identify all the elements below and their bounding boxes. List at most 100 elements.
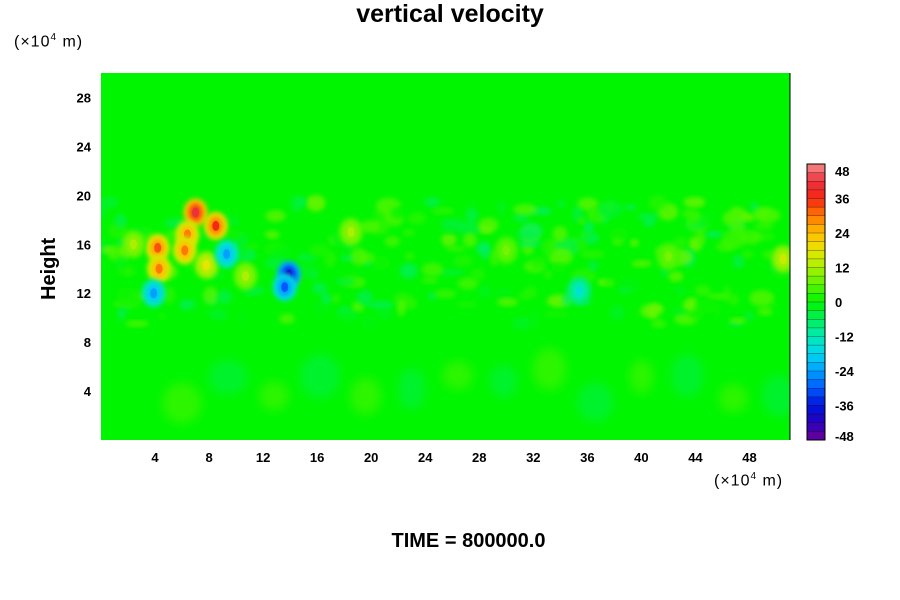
colorbar-frame: [806, 163, 826, 441]
texture-blob: [696, 230, 706, 245]
colorbar-tick-label: 0: [835, 295, 842, 310]
texture-blob: [552, 226, 568, 242]
x-unit-suffix: m): [757, 472, 784, 490]
feature-core: [212, 220, 220, 231]
texture-blob: [101, 203, 107, 219]
texture-blob: [674, 286, 686, 295]
texture-blob: [290, 195, 304, 212]
texture-blob: [116, 287, 138, 304]
y-tick-label: 4: [84, 384, 92, 399]
texture-blob: [279, 313, 295, 324]
feature-core: [223, 249, 231, 260]
texture-blob: [548, 248, 573, 266]
lower-cell: [442, 361, 473, 390]
texture-blob: [125, 320, 149, 327]
colorbar-segment: [807, 388, 825, 398]
x-tick-label: 48: [742, 450, 756, 465]
colorbar-segment: [807, 336, 825, 346]
x-unit-prefix: (×10: [714, 472, 751, 490]
y-unit-exponent: 4: [50, 32, 58, 43]
colorbar-segment: [807, 241, 825, 251]
y-tick-label: 12: [77, 286, 91, 301]
texture-blob: [583, 220, 594, 234]
texture-blob: [377, 309, 393, 319]
colorbar-segment: [807, 198, 825, 208]
texture-blob: [406, 212, 427, 225]
plot-area: [101, 73, 790, 440]
texture-blob: [434, 289, 457, 299]
x-tick-label: 32: [526, 450, 540, 465]
texture-blob: [338, 306, 351, 314]
colorbar-tick-label: -48: [835, 429, 854, 444]
y-tick-label: 24: [77, 139, 92, 154]
texture-blob: [673, 237, 688, 249]
texture-blob: [668, 271, 684, 282]
texture-blob: [312, 301, 330, 317]
texture-blob: [753, 206, 771, 220]
texture-blob: [597, 278, 606, 286]
texture-blob: [695, 285, 711, 297]
lower-cell: [299, 354, 340, 399]
colorbar-segment: [807, 276, 825, 286]
texture-blob: [463, 232, 477, 248]
texture-blob: [688, 214, 699, 227]
texture-blob: [404, 252, 415, 261]
texture-blob: [399, 263, 418, 279]
texture-blob: [729, 317, 747, 325]
feature-core: [150, 288, 158, 299]
texture-blob: [480, 242, 491, 260]
texture-blob: [618, 277, 643, 293]
x-tick-labels: 4 8 12 16 20 24 28 32 36 40 44 48: [151, 450, 756, 465]
colorbar-tick-label: -12: [835, 330, 854, 345]
feature-core: [192, 207, 200, 218]
y-unit-suffix: m): [57, 33, 84, 51]
colorbar-segment: [807, 319, 825, 329]
texture-blob: [648, 195, 668, 211]
texture-blob: [721, 230, 745, 238]
texture-blob: [683, 196, 706, 208]
texture-blob: [577, 217, 586, 225]
feature-core: [154, 242, 162, 253]
y-tick-label: 16: [77, 237, 91, 252]
texture-blob: [577, 197, 598, 211]
feature-core: [202, 260, 210, 271]
texture-blob: [265, 209, 286, 222]
texture-blob: [527, 302, 547, 310]
colorbar-segment: [807, 267, 825, 277]
colorbar-segment: [807, 405, 825, 415]
colorbar-segment: [807, 327, 825, 337]
lower-cell: [489, 365, 518, 398]
texture-blob: [477, 284, 493, 298]
texture-blob: [306, 194, 326, 212]
texture-blob: [101, 196, 119, 208]
y-tick-labels: 4 8 12 16 20 24 28: [77, 90, 92, 399]
texture-blob: [312, 282, 328, 294]
texture-blob: [238, 308, 248, 326]
texture-blob: [331, 293, 341, 304]
colorbar-segment: [807, 284, 825, 294]
colorbar-segment: [807, 379, 825, 389]
colorbar-tick-label: 48: [835, 164, 849, 179]
colorbar-tick-label: 36: [835, 192, 849, 207]
texture-blob: [513, 204, 538, 216]
texture-blob: [529, 310, 541, 329]
colorbar-segment: [807, 293, 825, 303]
texture-blob: [629, 239, 639, 247]
texture-blob: [457, 301, 477, 308]
texture-blob: [397, 299, 406, 317]
feature-core: [502, 245, 510, 256]
colorbar-segment: [807, 362, 825, 372]
texture-blob: [264, 230, 280, 240]
colorbar-segment: [807, 414, 825, 424]
y-tick-label: 20: [77, 188, 91, 203]
texture-blob: [470, 268, 486, 281]
feature-core: [242, 271, 250, 282]
texture-blob: [557, 199, 566, 209]
texture-blob: [544, 310, 570, 318]
lower-cell: [259, 381, 289, 411]
x-tick-label: 4: [151, 450, 159, 465]
texture-blob: [741, 249, 754, 259]
chart-title: vertical velocity: [356, 0, 544, 28]
feature-core: [281, 282, 289, 293]
